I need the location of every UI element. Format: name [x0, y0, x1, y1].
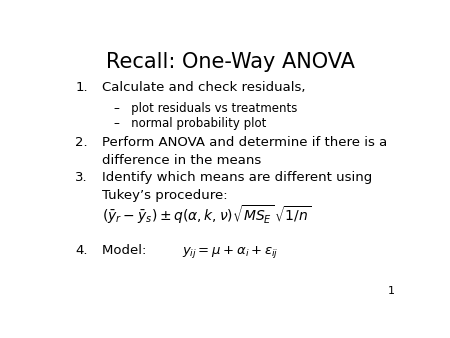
Text: Calculate and check residuals,: Calculate and check residuals,	[102, 81, 314, 94]
Text: 3.: 3.	[76, 171, 88, 184]
Text: $\hspace{30.5}e_{ij} = O_i - E_i$: $\hspace{30.5}e_{ij} = O_i - E_i$	[102, 81, 450, 98]
Text: 1: 1	[387, 286, 395, 296]
Text: 2.: 2.	[76, 136, 88, 149]
Text: –   normal probability plot: – normal probability plot	[114, 117, 266, 130]
Text: $\hspace{6.2}y_{ij} = \mu + \alpha_i + \varepsilon_{ij}$: $\hspace{6.2}y_{ij} = \mu + \alpha_i + \…	[102, 244, 278, 260]
Text: 1.: 1.	[76, 81, 88, 94]
Text: $(\bar{y}_r - \bar{y}_s) \pm q(\alpha, k, \nu)\sqrt{MS_E}\,\sqrt{1/n}$: $(\bar{y}_r - \bar{y}_s) \pm q(\alpha, k…	[102, 203, 310, 226]
Text: Perform ANOVA and determine if there is a: Perform ANOVA and determine if there is …	[102, 136, 387, 149]
Text: Identify which means are different using: Identify which means are different using	[102, 171, 372, 184]
Text: difference in the means: difference in the means	[102, 154, 261, 167]
Text: –   plot residuals vs treatments: – plot residuals vs treatments	[114, 102, 297, 115]
Text: 4.: 4.	[76, 244, 88, 257]
Text: Recall: One-Way ANOVA: Recall: One-Way ANOVA	[106, 52, 355, 72]
Text: Tukey’s procedure:: Tukey’s procedure:	[102, 189, 227, 202]
Text: Model:: Model:	[102, 244, 150, 257]
